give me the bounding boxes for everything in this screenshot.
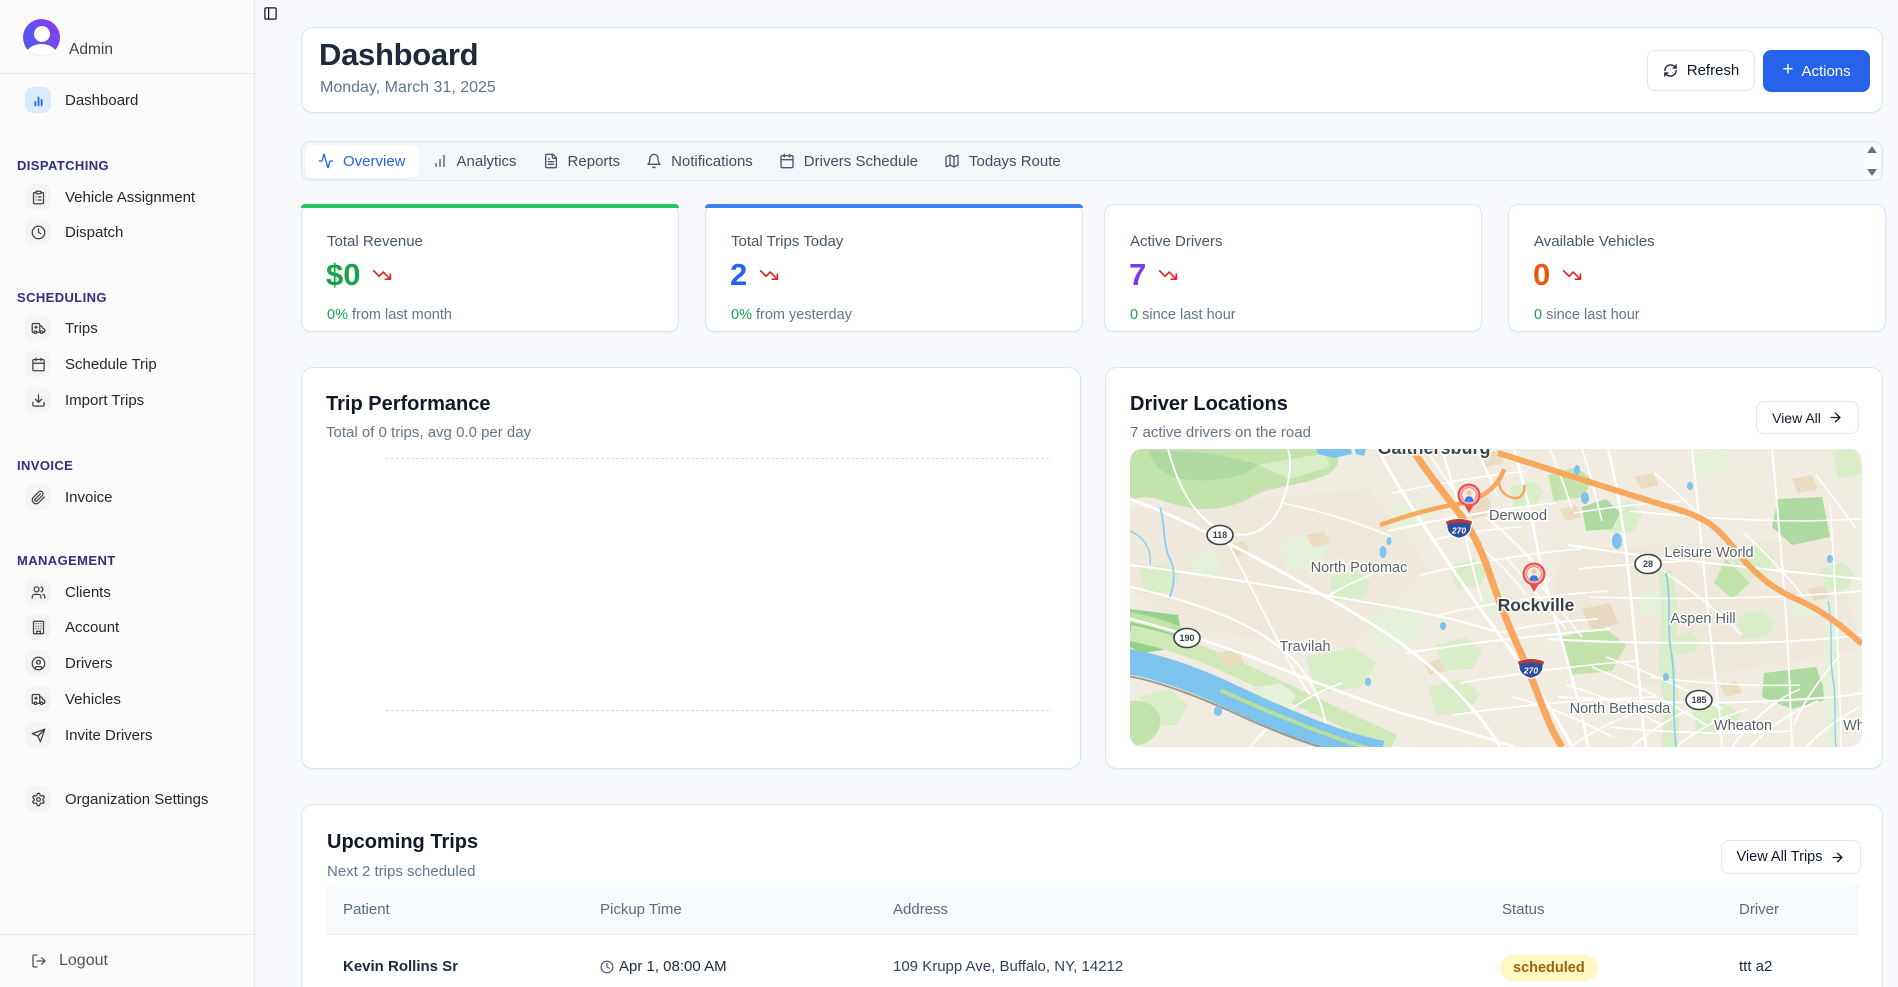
svg-text:Leisure World: Leisure World [1664,545,1753,561]
svg-text:270: 270 [1451,526,1466,536]
svg-text:Gaithersburg: Gaithersburg [1377,449,1490,458]
svg-text:North Bethesda: North Bethesda [1570,701,1672,717]
svg-text:Aspen Hill: Aspen Hill [1670,611,1735,627]
svg-text:North Potomac: North Potomac [1311,560,1408,576]
svg-text:28: 28 [1643,559,1653,569]
svg-text:Derwood: Derwood [1489,508,1547,524]
svg-text:Wh: Wh [1843,718,1862,734]
svg-text:118: 118 [1213,530,1228,540]
svg-text:270: 270 [1523,666,1538,676]
svg-text:Travilah: Travilah [1279,639,1330,655]
svg-text:Rockville: Rockville [1498,595,1575,615]
svg-text:185: 185 [1691,695,1706,705]
svg-text:190: 190 [1179,633,1194,643]
svg-text:Wheaton: Wheaton [1714,718,1772,734]
